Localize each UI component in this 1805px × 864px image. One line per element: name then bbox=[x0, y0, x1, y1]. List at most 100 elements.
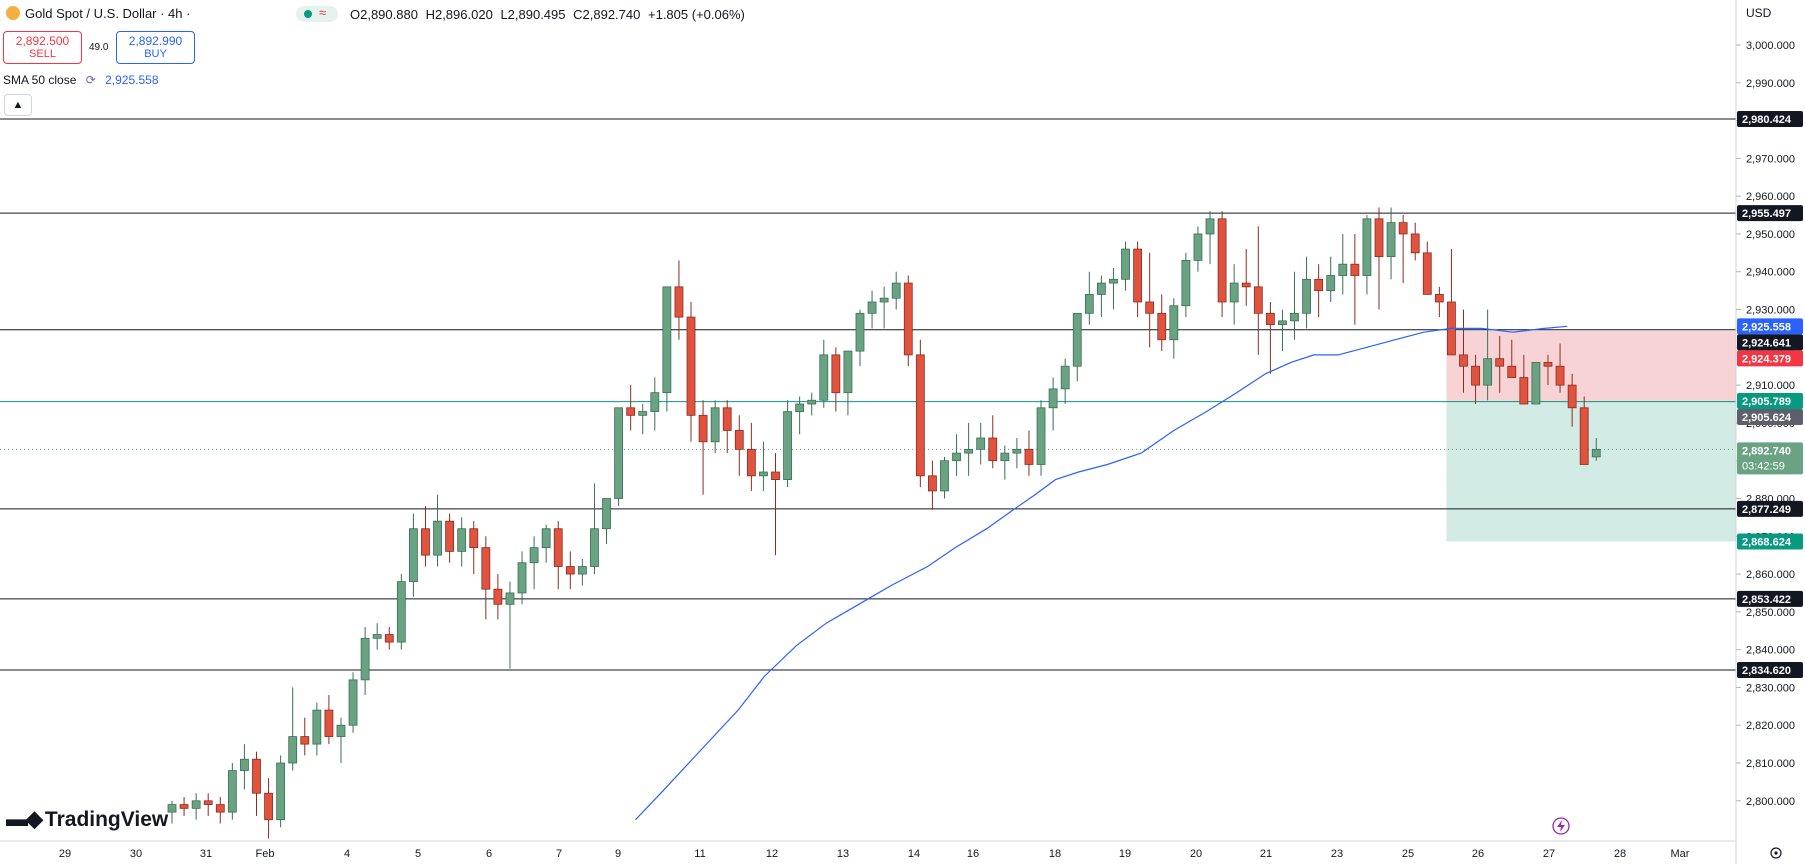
candle-body-57 bbox=[855, 312, 865, 352]
candle-body-11 bbox=[300, 736, 310, 745]
candle-55 bbox=[831, 347, 841, 412]
settings-icon[interactable] bbox=[1770, 847, 1782, 859]
candle-body-5 bbox=[227, 770, 237, 813]
candle-body-84 bbox=[1181, 260, 1191, 307]
candle-body-49 bbox=[759, 471, 768, 477]
candle-body-48 bbox=[746, 448, 756, 477]
candle-18 bbox=[384, 626, 394, 650]
candle-68 bbox=[988, 415, 998, 469]
market-status[interactable]: ≈ bbox=[296, 5, 338, 22]
candle-87 bbox=[1217, 211, 1227, 318]
candle-body-26 bbox=[481, 547, 491, 590]
candle-body-112 bbox=[1519, 377, 1529, 405]
candle-63 bbox=[928, 460, 937, 510]
candle-56 bbox=[843, 350, 853, 416]
sell-button[interactable]: 2,892.500 SELL bbox=[3, 31, 82, 64]
buy-price: 2,892.990 bbox=[128, 34, 183, 48]
candle-body-30 bbox=[529, 547, 539, 564]
candle-44 bbox=[698, 400, 708, 495]
refresh-icon[interactable]: ⟳ bbox=[85, 73, 96, 87]
candle-3 bbox=[203, 793, 213, 816]
candle-98 bbox=[1350, 233, 1360, 325]
candle-75 bbox=[1072, 312, 1082, 382]
candle-65 bbox=[952, 434, 961, 476]
price-label-box-4 bbox=[1737, 350, 1803, 367]
candle-59 bbox=[879, 286, 889, 329]
price-label-box-9 bbox=[1737, 533, 1803, 550]
candle-111 bbox=[1507, 339, 1517, 378]
candle-92 bbox=[1278, 309, 1287, 352]
price-label-countdown-7: 03:42:59 bbox=[1742, 460, 1785, 472]
candle-5 bbox=[227, 763, 237, 820]
symbol-title[interactable]: Gold Spot / U.S. Dollar · 4h · bbox=[6, 6, 190, 21]
candle-body-109 bbox=[1483, 358, 1493, 386]
buy-button[interactable]: 2,892.990 BUY bbox=[116, 31, 195, 64]
time-tick-label-11: 13 bbox=[837, 848, 849, 860]
time-axis[interactable]: 29 30 31 Feb 4 5 6 7 9 11 12 13 14 16 18 19 20 21 23 25 26 27… bbox=[59, 848, 1690, 860]
time-tick-label-17: 21 bbox=[1260, 848, 1272, 860]
candle-body-35 bbox=[590, 528, 599, 567]
price-label-6: 2,905.624 bbox=[1737, 409, 1803, 426]
candle-81 bbox=[1145, 252, 1155, 348]
candle-body-62 bbox=[915, 354, 925, 477]
price-label-1: 2,955.497 bbox=[1737, 205, 1803, 222]
candle-101 bbox=[1386, 207, 1396, 280]
candle-body-70 bbox=[1012, 448, 1022, 454]
candle-74 bbox=[1060, 358, 1070, 405]
gold-coin-icon bbox=[6, 6, 20, 20]
tradingview-logo[interactable]: ▬◆ TradingView bbox=[6, 806, 168, 832]
candle-73 bbox=[1048, 377, 1058, 431]
candle-64 bbox=[940, 456, 949, 499]
candle-body-29 bbox=[517, 562, 527, 594]
candle-body-74 bbox=[1060, 365, 1070, 390]
lightning-icon[interactable] bbox=[1552, 817, 1570, 835]
currency-selector[interactable]: USD bbox=[1746, 6, 1772, 20]
candle-86 bbox=[1205, 211, 1215, 265]
symbol-label: Gold Spot / U.S. Dollar · 4h · bbox=[25, 6, 191, 21]
candle-36 bbox=[602, 498, 611, 544]
low-value: L2,890.495 bbox=[500, 7, 566, 22]
candle-109 bbox=[1483, 309, 1493, 401]
candle-48 bbox=[746, 422, 756, 491]
candle-body-2 bbox=[191, 800, 201, 809]
candle-50 bbox=[771, 453, 780, 556]
price-label-text-2: 2,925.558 bbox=[1742, 321, 1791, 333]
candle-29 bbox=[517, 551, 527, 605]
wave-icon: ≈ bbox=[319, 5, 327, 20]
candles bbox=[167, 207, 1601, 839]
candle-7 bbox=[252, 751, 261, 816]
candle-body-92 bbox=[1278, 320, 1287, 326]
price-tick-label-2850: 2,850.000 bbox=[1746, 607, 1795, 619]
candle-body-117 bbox=[1579, 407, 1589, 465]
candle-110 bbox=[1495, 335, 1505, 393]
candle-body-42 bbox=[674, 286, 684, 318]
time-tick-label-0: 29 bbox=[59, 848, 71, 860]
time-tick-label-10: 12 bbox=[766, 848, 778, 860]
candle-11 bbox=[300, 717, 310, 756]
candle-body-31 bbox=[541, 528, 551, 549]
candle-37 bbox=[614, 407, 623, 507]
price-label-0: 2,980.424 bbox=[1737, 110, 1803, 127]
candle-body-34 bbox=[577, 566, 587, 575]
candle-body-69 bbox=[1000, 452, 1010, 462]
candle-102 bbox=[1398, 215, 1408, 284]
candle-47 bbox=[734, 415, 744, 476]
price-label-text-9: 2,868.624 bbox=[1742, 536, 1792, 548]
candle-76 bbox=[1084, 271, 1094, 325]
candle-body-79 bbox=[1121, 248, 1130, 280]
candle-body-96 bbox=[1326, 275, 1336, 292]
price-tick-label-2820: 2,820.000 bbox=[1746, 720, 1795, 732]
indicator-legend[interactable]: SMA 50 close ⟳ 2,925.558 bbox=[3, 73, 159, 87]
candle-14 bbox=[336, 717, 346, 764]
candle-body-64 bbox=[940, 460, 949, 492]
time-tick-label-9: 11 bbox=[694, 848, 705, 860]
time-tick-label-21: 27 bbox=[1543, 848, 1555, 860]
candle-body-4 bbox=[215, 804, 225, 813]
chevron-up-icon[interactable]: ▲ bbox=[4, 94, 32, 116]
candle-38 bbox=[626, 385, 636, 431]
candle-31 bbox=[541, 524, 551, 563]
candle-88 bbox=[1229, 264, 1239, 325]
candle-6 bbox=[240, 744, 249, 790]
candle-body-0 bbox=[167, 804, 177, 813]
